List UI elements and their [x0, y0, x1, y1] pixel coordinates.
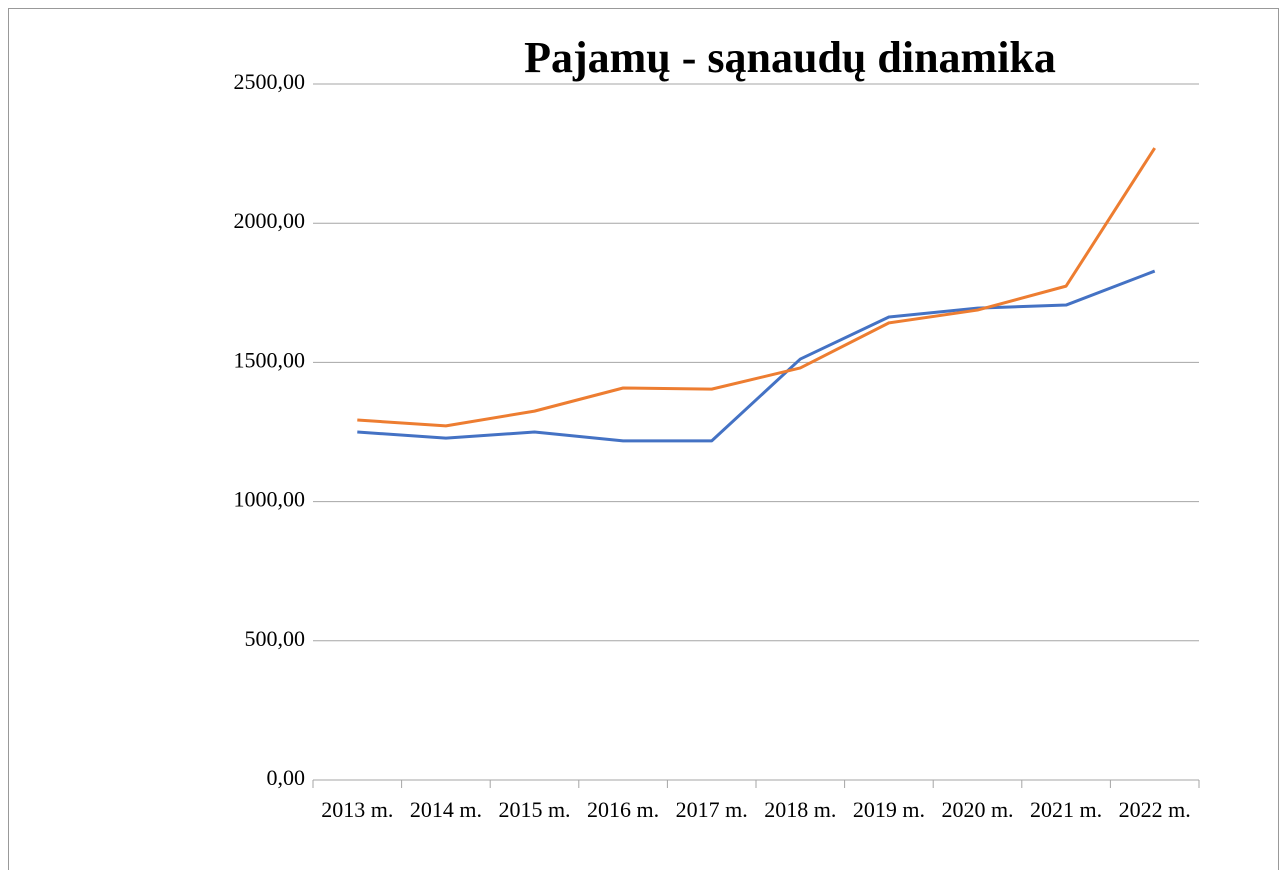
- x-tick-label: 2018 m.: [764, 797, 836, 822]
- y-tick-label: 2500,00: [234, 69, 306, 94]
- x-tick-label: 2017 m.: [676, 797, 748, 822]
- y-tick-label: 2000,00: [234, 208, 306, 233]
- x-tick-label: 2019 m.: [853, 797, 925, 822]
- x-tick-label: 2021 m.: [1030, 797, 1102, 822]
- y-tick-label: 1000,00: [234, 487, 306, 512]
- x-tick-label: 2022 m.: [1119, 797, 1191, 822]
- y-tick-label: 500,00: [245, 626, 306, 651]
- x-tick-label: 2016 m.: [587, 797, 659, 822]
- x-tick-label: 2015 m.: [498, 797, 570, 822]
- chart-frame: [8, 8, 1279, 870]
- x-tick-label: 2020 m.: [941, 797, 1013, 822]
- series-line: [357, 147, 1156, 428]
- x-tick-label: 2013 m.: [321, 797, 393, 822]
- y-tick-label: 1500,00: [234, 347, 306, 372]
- series-line: [357, 269, 1156, 443]
- y-tick-label: 0,00: [267, 765, 306, 790]
- chart-title: Pajamų - sąnaudų dinamika: [524, 33, 1056, 82]
- x-tick-label: 2014 m.: [410, 797, 482, 822]
